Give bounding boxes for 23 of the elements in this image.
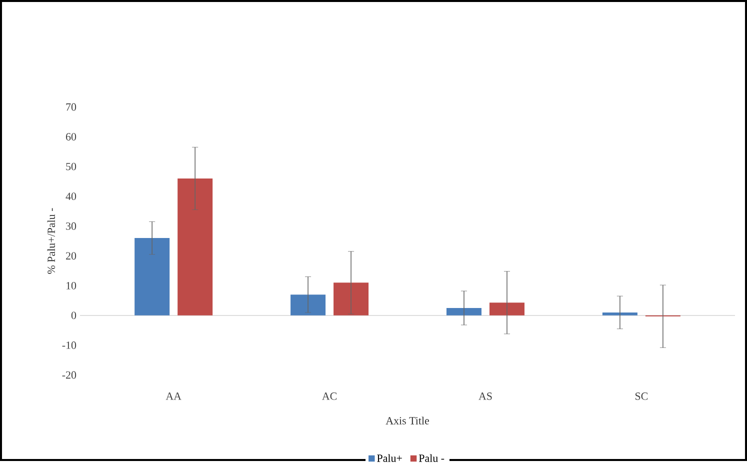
bar xyxy=(489,302,524,316)
legend-label: Palu - xyxy=(418,454,444,462)
y-tick-label: 10 xyxy=(66,282,76,290)
y-tick-label: 70 xyxy=(66,103,76,111)
y-tick-label: 40 xyxy=(66,192,76,200)
y-tick-label: -20 xyxy=(62,371,76,379)
bar xyxy=(602,312,638,316)
x-tick-label: SC xyxy=(635,392,648,400)
y-tick-label: -10 xyxy=(62,341,76,349)
x-axis-title: Axis Title xyxy=(386,416,430,424)
x-tick-label: AC xyxy=(322,392,337,400)
y-tick-label: 60 xyxy=(66,132,76,140)
bar xyxy=(446,308,482,316)
y-tick-label: 20 xyxy=(66,252,76,260)
bar xyxy=(178,178,213,316)
x-tick-label: AS xyxy=(478,392,492,400)
legend-label: Palu+ xyxy=(377,454,402,462)
y-tick-label: 0 xyxy=(71,312,76,319)
bar xyxy=(134,238,170,316)
y-tick-label: 30 xyxy=(66,222,76,230)
y-tick-label: 50 xyxy=(66,162,76,170)
x-tick-label: AA xyxy=(166,392,182,400)
y-axis-title: % Palu+/Palu - xyxy=(47,208,56,274)
